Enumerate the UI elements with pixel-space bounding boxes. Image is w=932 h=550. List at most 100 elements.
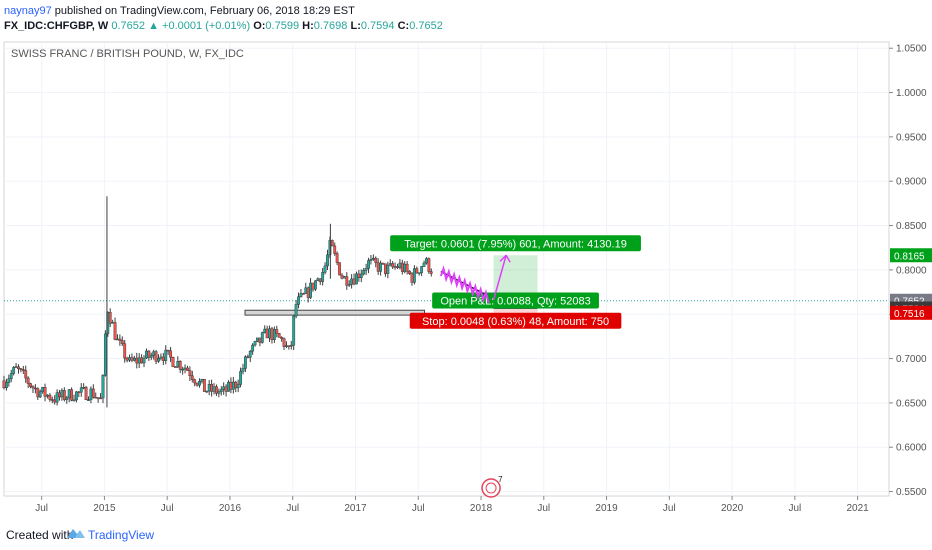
candle-body — [306, 287, 310, 298]
candle-body — [285, 345, 288, 347]
candle-body — [345, 276, 349, 286]
candle-body — [393, 266, 397, 268]
candle-body — [89, 388, 93, 400]
candle-body — [256, 337, 259, 342]
projection-arrow-line[interactable] — [492, 255, 507, 301]
candle-body — [7, 378, 11, 383]
candle-body — [333, 245, 337, 254]
candle-body — [70, 389, 73, 401]
candle-body — [297, 296, 300, 305]
candle-body — [137, 357, 141, 364]
candle-body — [417, 272, 421, 274]
target-label-bg — [390, 235, 641, 252]
candle-body — [287, 345, 291, 347]
x-tick-label: Jul — [161, 503, 174, 514]
open-pnl-label-bg — [432, 292, 599, 309]
candle-body — [19, 368, 23, 370]
candle-body — [43, 387, 47, 397]
candle-body — [359, 273, 363, 279]
price-axis[interactable]: 1.0500 1.0000 0.9500 0.9000 0.8500 0.8000 0.75… — [889, 44, 927, 498]
y-tick-label: 0.8000 — [896, 265, 927, 276]
economic-event-icon-inner — [485, 482, 497, 494]
candle-body — [253, 341, 257, 346]
candle-body — [29, 383, 32, 387]
candle-body — [154, 351, 158, 362]
candle-body — [164, 349, 168, 361]
candle-body — [48, 394, 52, 400]
candlestick-series — [2, 196, 433, 408]
candle-body — [72, 399, 76, 402]
author-link[interactable]: naynay97 — [4, 5, 52, 17]
candle-body — [65, 397, 69, 400]
candle-body — [205, 390, 209, 393]
long-position-tool[interactable]: Target: 0.0601 (7.95%) 601, Amount: 4130… — [390, 235, 641, 329]
x-tick-label: 2021 — [846, 503, 869, 514]
candle-body — [371, 257, 375, 260]
candle-body — [130, 357, 134, 361]
stop-zone[interactable] — [493, 308, 538, 313]
candle-body — [181, 368, 185, 371]
candle-body — [157, 357, 160, 362]
candle-body — [323, 265, 327, 273]
open-pnl-label: Open P&L: 0.0088, Qty: 52083 — [440, 296, 590, 308]
candle-body — [357, 273, 361, 279]
plot-area[interactable] — [3, 41, 890, 497]
candle-body — [99, 397, 102, 400]
candle-body — [173, 366, 177, 368]
candle-body — [299, 293, 303, 297]
candle-body — [280, 337, 284, 339]
candle-body — [91, 388, 95, 398]
candle-body — [188, 370, 192, 377]
candle-body — [171, 357, 175, 367]
candle-body — [176, 361, 180, 368]
candle-body — [229, 381, 233, 390]
candle-body — [128, 357, 131, 361]
x-tick-label: Jul — [537, 503, 550, 514]
last-price: 0.7652 — [111, 20, 146, 32]
drawings[interactable]: 7 — [439, 254, 511, 498]
candle-body — [425, 258, 428, 264]
candle-body — [268, 328, 271, 339]
projection-zigzag[interactable] — [439, 265, 490, 304]
candle-body — [420, 266, 424, 273]
chart-header: naynay97 published on TradingView.com, F… — [0, 0, 932, 38]
candle-body — [9, 373, 13, 379]
candle-body — [405, 263, 409, 272]
projection-arrow-head — [499, 254, 511, 263]
candle-body — [429, 271, 433, 274]
candle-body — [67, 389, 71, 399]
candle-body — [340, 274, 344, 279]
candle-body — [94, 397, 98, 399]
candle-body — [427, 258, 431, 272]
candle-body — [251, 344, 255, 352]
candle-body — [415, 268, 419, 274]
candle-body — [118, 338, 122, 341]
candle-body — [275, 329, 279, 334]
candle-body — [376, 262, 380, 272]
created-with-text: Created with — [6, 528, 74, 542]
candle-body — [294, 304, 298, 317]
economic-event-icon[interactable] — [481, 478, 501, 498]
candle-body — [149, 355, 153, 358]
x-tick-label: 2019 — [595, 503, 618, 514]
y-tick-label: 0.5500 — [896, 487, 927, 498]
price-label: 0.7516 — [894, 309, 925, 320]
candle-body — [263, 328, 267, 333]
candle-body — [147, 350, 151, 358]
candle-body — [272, 329, 276, 340]
candle-body — [301, 293, 305, 295]
time-axis[interactable]: Jul 2015 Jul 2016 Jul 2017 Jul 2018 Jul 2019 Jul 20… — [35, 496, 869, 514]
candle-body — [311, 282, 315, 290]
candle-body — [24, 370, 28, 379]
published-text: published on TradingView.com, February 0… — [54, 5, 355, 17]
price-chart[interactable]: SWISS FRANC / BRITISH POUND, W, FX_IDC T… — [0, 40, 932, 520]
support-zone[interactable] — [244, 309, 426, 316]
candle-body — [103, 333, 107, 376]
candle-body — [21, 369, 25, 371]
candle-body — [87, 399, 90, 401]
candle-body — [108, 312, 112, 324]
candle-body — [326, 254, 329, 267]
tradingview-brand-link[interactable]: TradingView — [88, 528, 155, 542]
support-zone-rect[interactable] — [244, 309, 426, 316]
